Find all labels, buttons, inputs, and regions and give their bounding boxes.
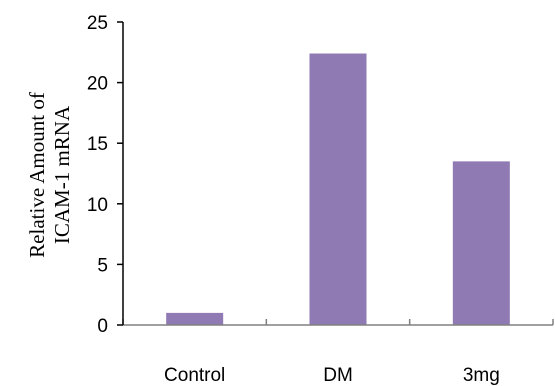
y-tick-label: 20 [87,74,108,95]
y-tick-label: 5 [97,255,108,276]
x-tick-label: DM [323,365,353,386]
bar [309,53,367,326]
x-tick-label: Control [164,365,225,386]
y-axis-title: Relative Amount of ICAM-1 mRNA [25,92,74,258]
bar [166,312,224,325]
y-axis-title-line-1: Relative Amount of [25,92,49,258]
y-tick-label: 15 [87,134,108,155]
x-axis-labels: Control DM 3mg [164,365,500,386]
y-tick-label: 25 [87,13,108,34]
y-tick-label: 0 [97,316,108,337]
bars [166,53,510,326]
y-tick-label: 10 [87,195,108,216]
bar [452,161,510,325]
y-axis-title-line-2: ICAM-1 mRNA [50,105,74,244]
x-axis [122,319,554,326]
x-tick-label: 3mg [463,365,500,386]
y-axis-ticks: 0 5 10 15 20 25 [87,13,123,337]
